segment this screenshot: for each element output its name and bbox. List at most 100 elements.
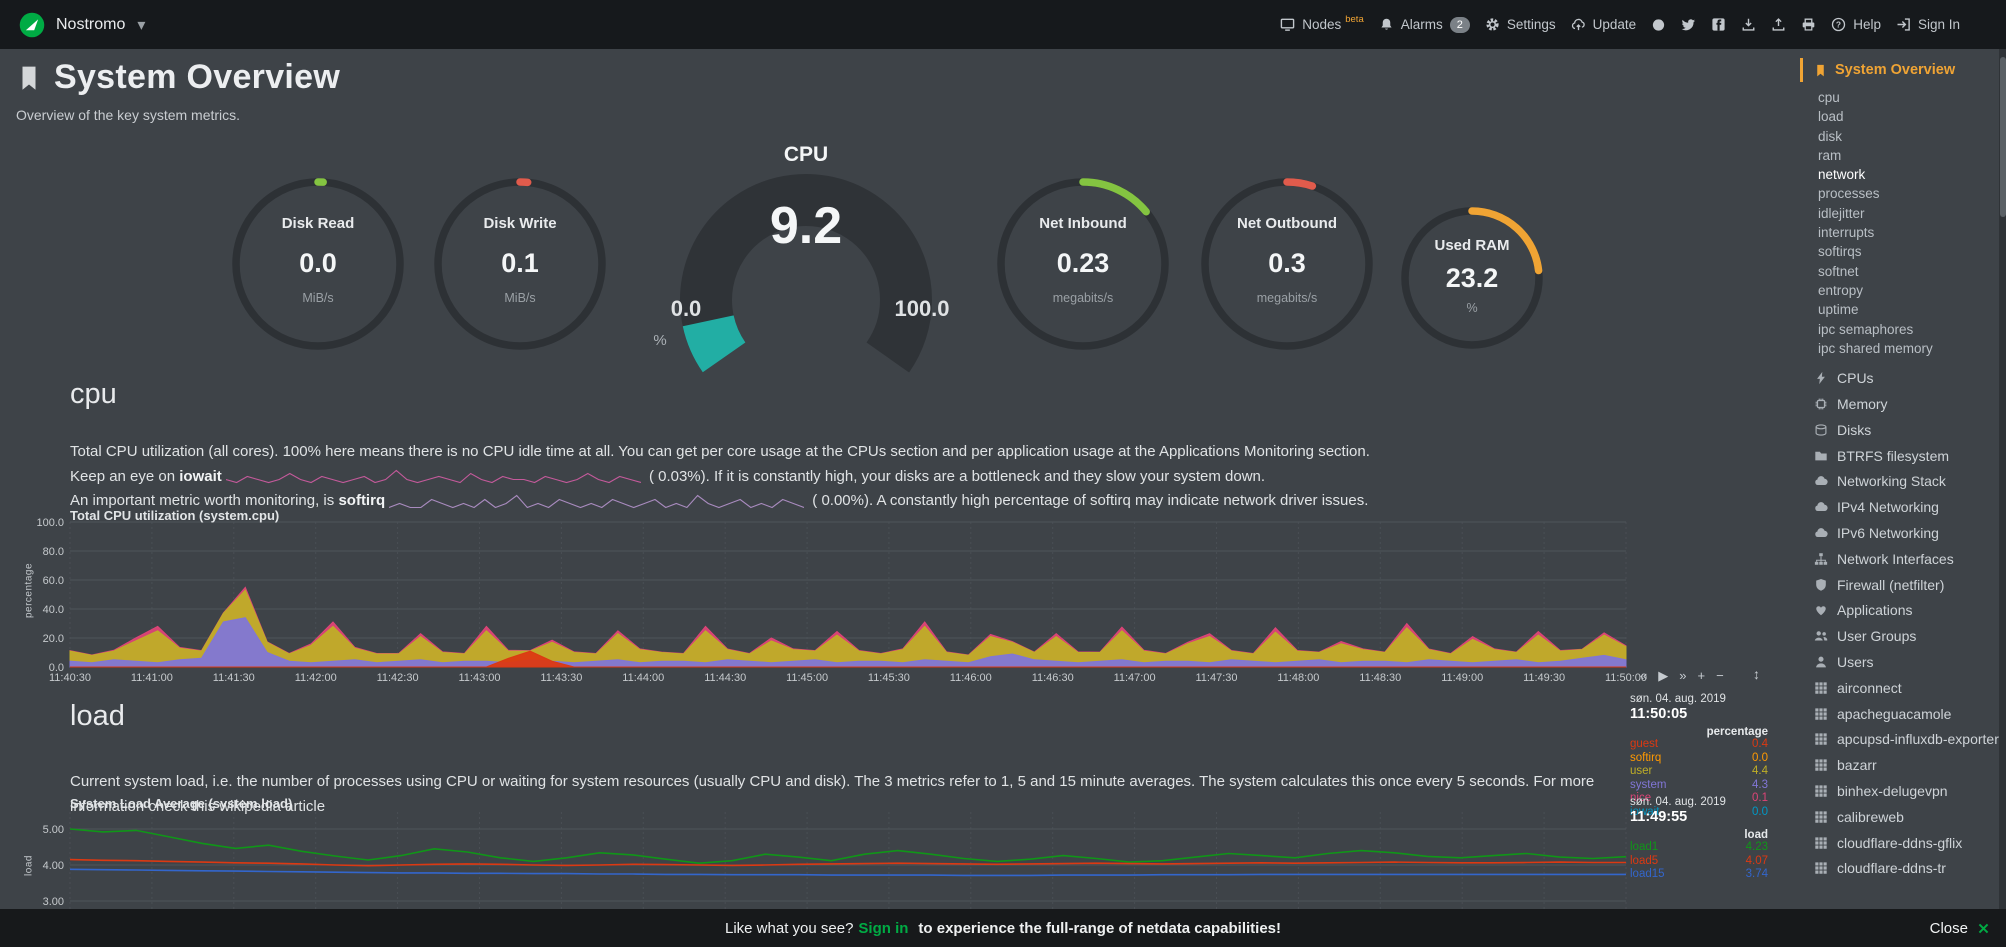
- sidebar-subitem-softnet[interactable]: softnet: [1818, 263, 1859, 279]
- svg-text:80.0: 80.0: [43, 546, 64, 558]
- svg-text:11:47:00: 11:47:00: [1114, 672, 1156, 684]
- sidebar-subitem-ipc-shared-memory[interactable]: ipc shared memory: [1818, 340, 1933, 356]
- sidebar-subitem-softirqs[interactable]: softirqs: [1818, 244, 1862, 260]
- legend-value: 4.23: [1745, 841, 1768, 853]
- cpu-chart-resize-handle[interactable]: ↕: [1753, 666, 1760, 682]
- topbar-item-facebook[interactable]: [1711, 17, 1726, 32]
- sidebar-item-apacheguacamole[interactable]: apacheguacamole: [1814, 702, 2000, 728]
- cpu-gauge-arc: [680, 174, 932, 426]
- topbar-item-help[interactable]: ? Help: [1831, 17, 1881, 32]
- gauge-value: 0.0: [299, 248, 337, 278]
- gauge-disk-write[interactable]: Disk Write 0.1 MiB/s: [433, 177, 607, 351]
- sidebar-subitem-processes[interactable]: processes: [1818, 186, 1880, 202]
- user-icon: [1816, 656, 1826, 668]
- sidebar-item-firewall-netfilter[interactable]: Firewall (netfilter): [1814, 573, 2000, 599]
- chart-units: load: [1744, 829, 1768, 841]
- scrollbar[interactable]: [1999, 49, 2006, 947]
- topbar-item-print[interactable]: [1801, 17, 1816, 32]
- legend-row-load5[interactable]: load5 4.07: [1630, 855, 1768, 869]
- question-icon: ?: [1832, 17, 1846, 32]
- legend-row-softirq[interactable]: softirq 0.0: [1630, 752, 1768, 766]
- sidebar-item-ipv4-networking[interactable]: IPv4 Networking: [1814, 495, 2000, 521]
- sidebar-subitem-ram[interactable]: ram: [1818, 147, 1842, 163]
- sidebar-item-cloudflare-ddns-gflix[interactable]: cloudflare-ddns-gflix: [1814, 831, 2000, 857]
- softirq-sparkline[interactable]: [389, 494, 805, 509]
- legend-row-system[interactable]: system 4.3: [1630, 779, 1768, 793]
- banner-close[interactable]: Close: [1930, 920, 1990, 937]
- svg-text:11:41:30: 11:41:30: [213, 672, 255, 684]
- chart-toolbox-button-2[interactable]: »: [1679, 668, 1687, 683]
- legend-row-iowait[interactable]: iowait 0.0: [1630, 806, 1768, 820]
- topbar-item-signin[interactable]: Sign In: [1896, 17, 1960, 32]
- legend-row-load1[interactable]: load1 4.23: [1630, 841, 1768, 855]
- sidebar-subitem-interrupts[interactable]: interrupts: [1818, 225, 1875, 241]
- sidebar-item-airconnect[interactable]: airconnect: [1814, 676, 2000, 702]
- topbar-item-twitter[interactable]: [1681, 17, 1696, 32]
- sidebar-item-system-overview[interactable]: System Overview: [1800, 58, 2000, 82]
- banner-text-post: to experience the full-range of netdata …: [918, 919, 1281, 937]
- legend-row-guest[interactable]: guest 0.4: [1630, 738, 1768, 752]
- gauge-value: 23.2: [1445, 263, 1499, 293]
- sidebar-item-network-interfaces[interactable]: Network Interfaces: [1814, 547, 2000, 573]
- topbar-item-nodes[interactable]: Nodes beta: [1280, 14, 1364, 32]
- node-selector[interactable]: Nostromo ▾: [18, 11, 145, 39]
- gauge-disk-read[interactable]: Disk Read 0.0 MiB/s: [231, 177, 405, 351]
- topbar-item-settings[interactable]: Settings: [1485, 17, 1556, 32]
- chart-toolbox-button-1[interactable]: ▶: [1658, 668, 1669, 683]
- grid-icon: [1815, 862, 1827, 874]
- gauge-net-outbound[interactable]: Net Outbound 0.3 megabits/s: [1200, 177, 1374, 351]
- legend-row-nice[interactable]: nice 0.1: [1630, 792, 1768, 806]
- cpu-chart-canvas[interactable]: 100.0 80.0 60.0 40.0 20.0 0.011:40:30 11:41:00…: [0, 505, 1790, 693]
- sidebar-item-btrfs-filesystem[interactable]: BTRFS filesystem: [1814, 444, 2000, 470]
- chart-toolbox-button-4[interactable]: −: [1716, 668, 1724, 683]
- load-chart-canvas[interactable]: 5.00 4.00 3.00: [0, 790, 1790, 947]
- sidebar-item-user-groups[interactable]: User Groups: [1814, 624, 2000, 650]
- chart-units: percentage: [1706, 726, 1768, 738]
- sidebar-item-cpus[interactable]: CPUs: [1814, 366, 2000, 392]
- sidebar-subitem-entropy[interactable]: entropy: [1818, 282, 1864, 298]
- cpu-chart: Total CPU utilization (system.cpu) perce…: [0, 505, 1800, 818]
- sidebar-item-calibreweb[interactable]: calibreweb: [1814, 805, 2000, 831]
- cpu-gauge-title: CPU: [783, 143, 829, 166]
- gauge-ring: [232, 178, 404, 350]
- topbar-item-upload[interactable]: [1771, 17, 1786, 32]
- topbar-item-github[interactable]: [1651, 17, 1666, 32]
- svg-text:4.00: 4.00: [43, 860, 64, 872]
- legend-value: 0.0: [1752, 805, 1768, 818]
- sidebar-subitem-disk[interactable]: disk: [1818, 128, 1843, 144]
- sidebar-subitem-cpu[interactable]: cpu: [1818, 90, 1840, 105]
- legend-row-user[interactable]: user 4.4: [1630, 765, 1768, 779]
- sidebar-subitem-ipc-semaphores[interactable]: ipc semaphores: [1818, 321, 1914, 337]
- iowait-sparkline[interactable]: [225, 469, 641, 484]
- sidebar-item-ipv6-networking[interactable]: IPv6 Networking: [1814, 521, 2000, 547]
- topbar-item-update[interactable]: Update: [1571, 17, 1636, 32]
- svg-text:11:43:00: 11:43:00: [458, 672, 500, 684]
- sidebar-subitem-uptime[interactable]: uptime: [1818, 302, 1859, 318]
- sidebar-item-networking-stack[interactable]: Networking Stack: [1814, 469, 2000, 495]
- chart-toolbox-button-3[interactable]: +: [1697, 668, 1706, 683]
- sidebar-item-apcupsd-influxdb-exporter[interactable]: apcupsd-influxdb-exporter: [1814, 727, 2000, 753]
- topbar-item-download[interactable]: [1741, 17, 1756, 32]
- topbar-item-alarms[interactable]: Alarms 2: [1379, 16, 1470, 33]
- sidebar-item-disks[interactable]: Disks: [1814, 418, 2000, 444]
- sidebar-item-binhex-delugevpn[interactable]: binhex-delugevpn: [1814, 779, 2000, 805]
- gauge-net-inbound[interactable]: Net Inbound 0.23 megabits/s: [996, 177, 1170, 351]
- cloud-icon: [1815, 528, 1828, 537]
- legend-row-load15[interactable]: load15 3.74: [1630, 868, 1768, 882]
- sidebar-item-memory[interactable]: Memory: [1814, 392, 2000, 418]
- sidebar-item-applications[interactable]: Applications: [1814, 598, 2000, 624]
- sidebar-subitem-idlejitter[interactable]: idlejitter: [1818, 205, 1865, 221]
- sidebar-subitem-load[interactable]: load: [1818, 109, 1844, 125]
- signin-link[interactable]: Sign in: [858, 919, 909, 937]
- chart-date: søn. 04. aug. 2019: [1630, 693, 1726, 705]
- sidebar-item-bazarr[interactable]: bazarr: [1814, 753, 2000, 779]
- sidebar-item-cloudflare-ddns-tr[interactable]: cloudflare-ddns-tr: [1814, 856, 2000, 882]
- gauge-ring: [1401, 207, 1543, 349]
- page-header: System Overview Overview of the key syst…: [16, 58, 340, 123]
- gauge-used-ram[interactable]: Used RAM 23.2%: [1400, 206, 1544, 350]
- page-subtitle: Overview of the key system metrics.: [16, 107, 241, 123]
- sidebar-item-users[interactable]: Users: [1814, 650, 2000, 676]
- scrollbar-thumb[interactable]: [1999, 57, 2006, 217]
- chart-toolbox-button-0[interactable]: «: [1640, 668, 1648, 683]
- sidebar-subitem-network[interactable]: network: [1818, 167, 1866, 183]
